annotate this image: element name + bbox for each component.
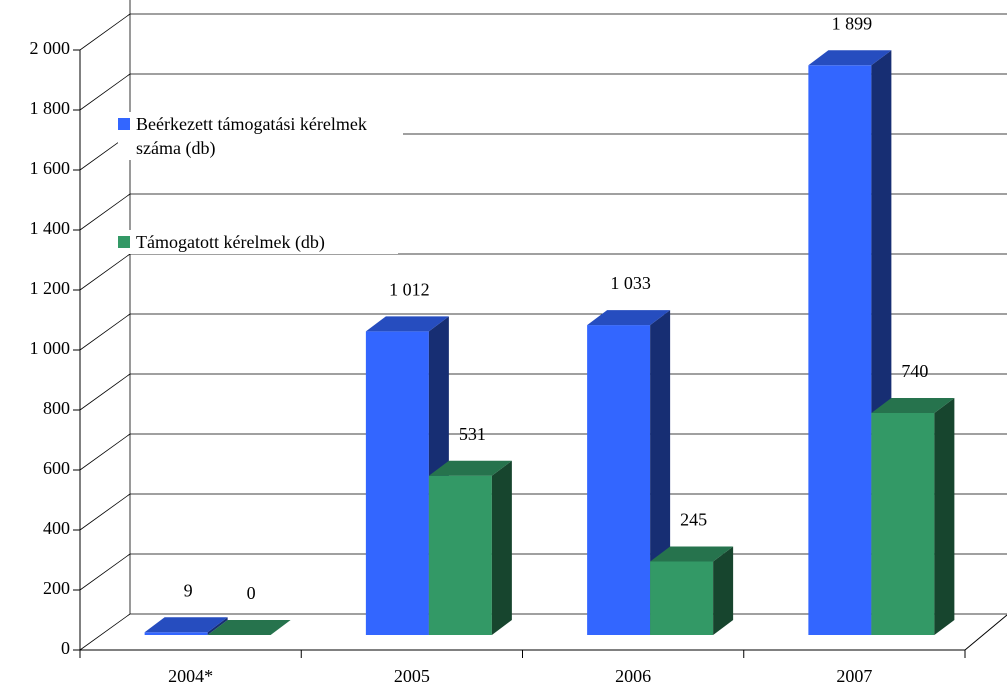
grid-line — [79, 613, 131, 651]
bar — [871, 413, 935, 635]
bar-side — [207, 617, 228, 635]
bar-side — [713, 546, 734, 635]
bar — [365, 331, 429, 635]
grid-line — [79, 13, 131, 51]
bar — [587, 325, 651, 635]
bar — [808, 65, 872, 636]
y-tick-label: 800 — [43, 398, 70, 418]
grid-line — [79, 553, 131, 591]
y-tick-label: 600 — [43, 458, 70, 478]
floor-edge — [964, 614, 1007, 651]
bar-top — [808, 50, 892, 66]
legend-swatch — [118, 118, 130, 130]
bar-side — [491, 460, 512, 635]
legend-label: Beérkezett támogatási kérelmek száma (db… — [136, 114, 367, 158]
bar-side — [934, 398, 955, 635]
y-tick-label: 1 600 — [30, 158, 71, 178]
legend-swatch — [118, 236, 130, 248]
grid-line — [79, 253, 131, 291]
x-tick-label: 2005 — [394, 666, 430, 686]
data-label: 0 — [247, 583, 256, 603]
bar-top — [587, 310, 671, 326]
y-tick-label: 1 200 — [30, 278, 71, 298]
y-tick-label: 1 400 — [30, 218, 71, 238]
data-label: 1 012 — [389, 280, 430, 300]
grid-line — [79, 73, 131, 111]
grid-line — [79, 193, 131, 231]
bar — [650, 561, 714, 635]
grid-line — [79, 433, 131, 471]
bar-top — [144, 617, 228, 633]
bar — [144, 632, 208, 635]
grid-line — [79, 313, 131, 351]
data-label: 245 — [680, 510, 707, 530]
data-label: 1 899 — [832, 13, 873, 33]
legend-label: Támogatott kérelmek (db) — [136, 232, 325, 252]
data-label: 531 — [459, 424, 486, 444]
bar-top — [207, 620, 291, 635]
x-tick-label: 2006 — [615, 666, 651, 686]
bar-top — [428, 460, 512, 476]
x-tick-label: 2004* — [168, 666, 213, 686]
legend-item: Beérkezett támogatási kérelmek száma (db… — [118, 112, 403, 160]
data-label: 9 — [184, 580, 193, 600]
bar — [428, 475, 492, 635]
bar-top — [650, 546, 734, 562]
bar-top — [871, 398, 955, 413]
y-tick-label: 1 800 — [30, 98, 71, 118]
grid-line — [79, 373, 131, 411]
y-tick-label: 0 — [61, 638, 70, 658]
y-tick-label: 400 — [43, 518, 70, 538]
y-tick-label: 2 000 — [30, 38, 71, 58]
y-tick-label: 1 000 — [30, 338, 71, 358]
grid-line — [79, 493, 131, 531]
x-tick-label: 2007 — [836, 666, 872, 686]
data-label: 740 — [901, 361, 928, 381]
bar-top — [365, 316, 449, 332]
legend-item: Támogatott kérelmek (db) — [118, 230, 398, 254]
data-label: 1 033 — [610, 273, 651, 293]
y-tick-label: 200 — [43, 578, 70, 598]
